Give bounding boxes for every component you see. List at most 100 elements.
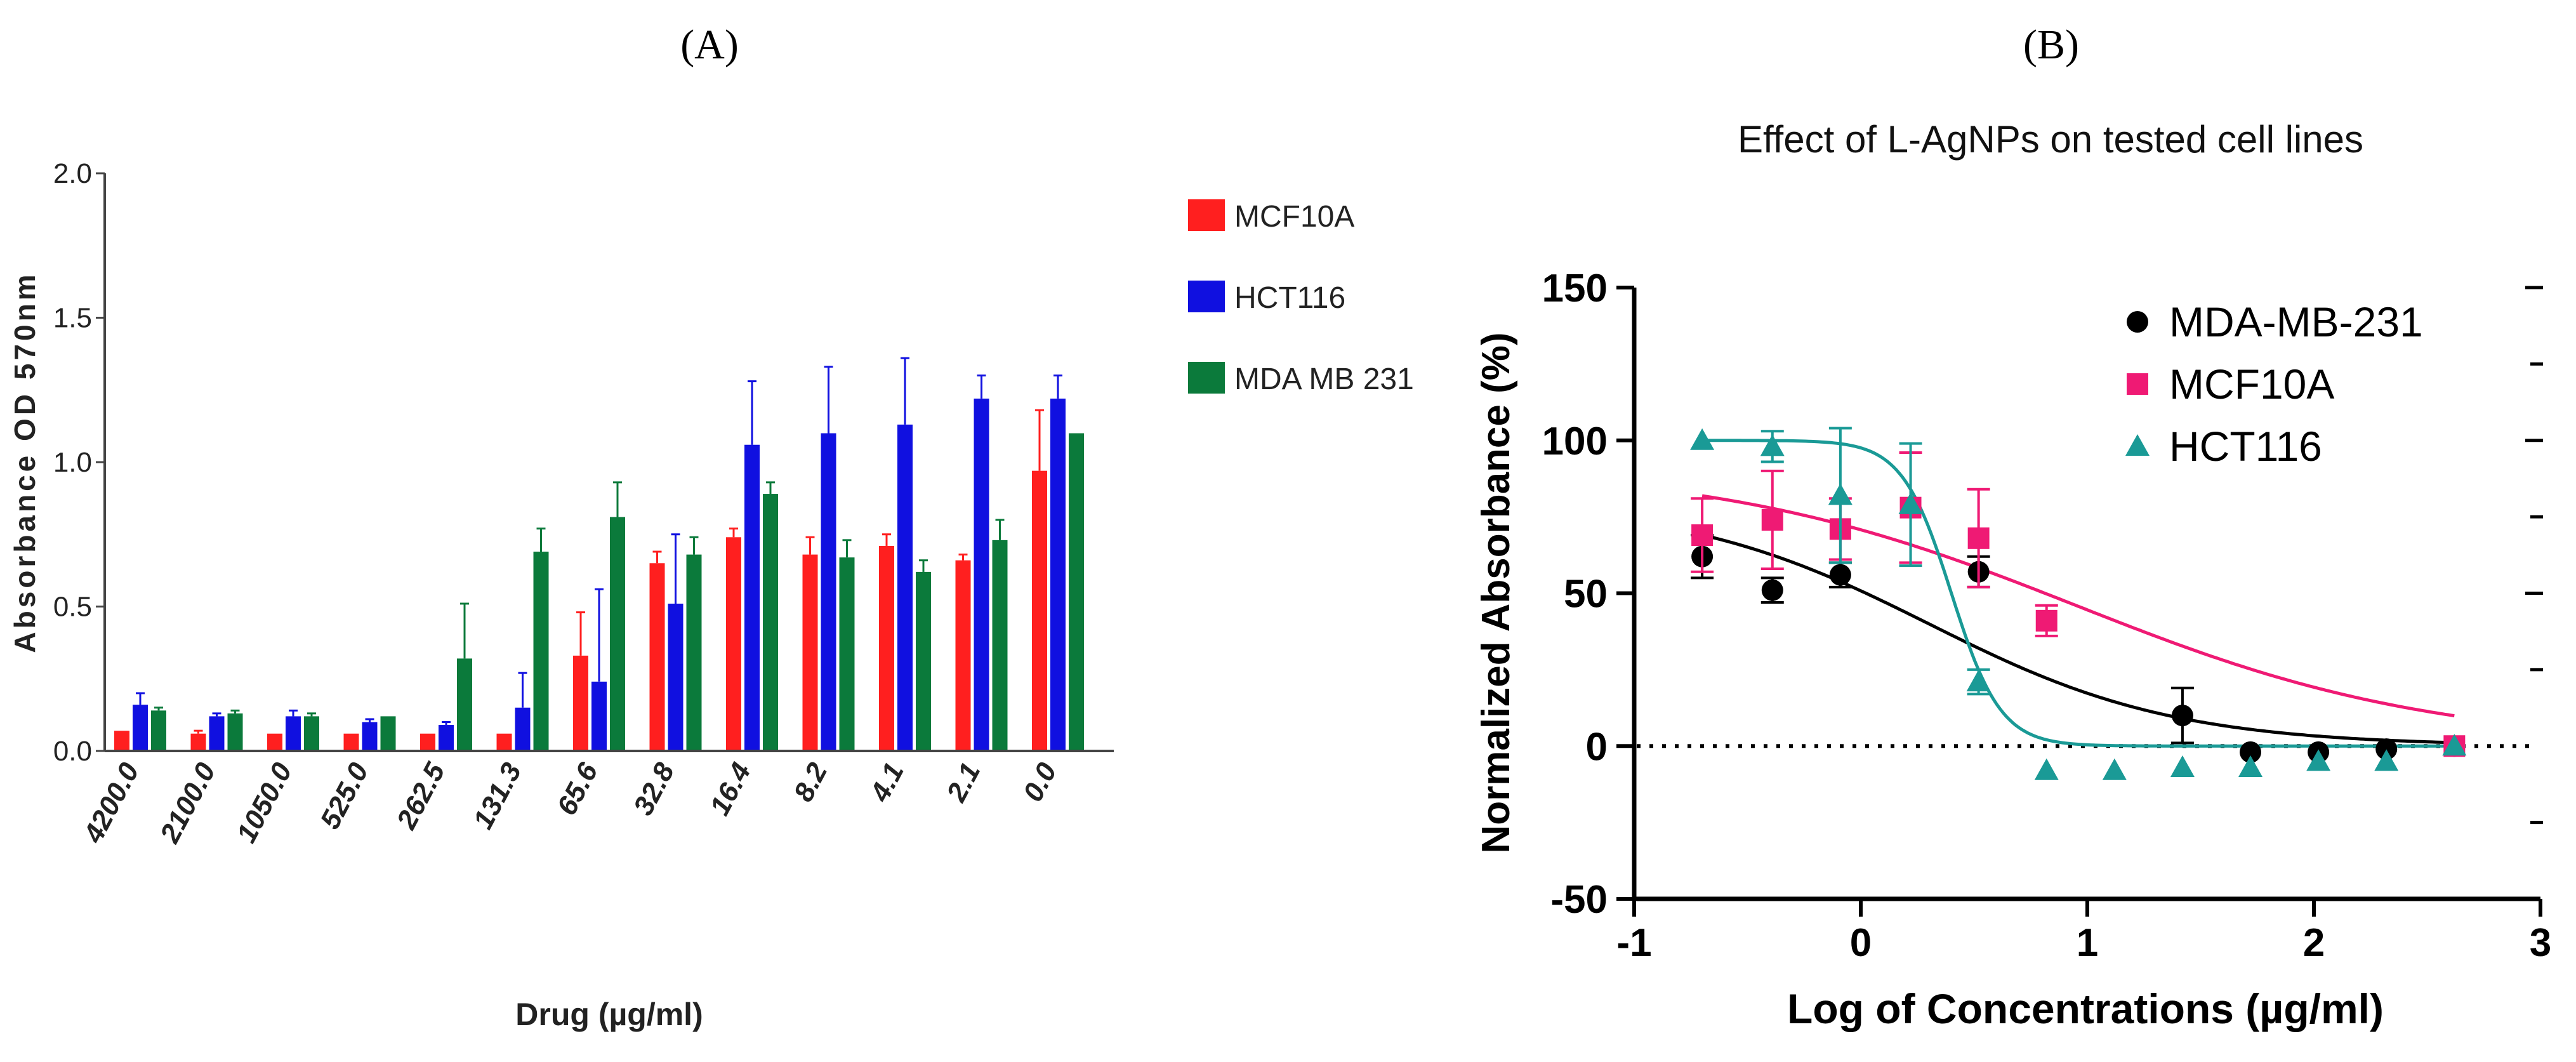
- chart-b: Effect of L-AgNPs on tested cell lines -…: [1474, 118, 2551, 1032]
- chart-b-x-tick-label: -1: [1616, 921, 1651, 965]
- chart-a-x-ticks: 4200.0 2100.0 1050.0 525.0 262.5 131.3 65.6 32.…: [77, 757, 1063, 848]
- chart-b-x-axis-title: Log of Concentrations (µg/ml): [1787, 985, 2384, 1032]
- panel-a-label: (A): [680, 22, 739, 68]
- bar-hct116-4200-0: [133, 705, 148, 751]
- chart-a-x-tick-label: 2.1: [941, 758, 986, 807]
- chart-a-x-tick-label: 4200.0: [77, 757, 145, 848]
- chart-a-x-tick-label: 8.2: [788, 757, 833, 806]
- chart-a-x-tick-label: 4.1: [864, 758, 909, 807]
- chart-a-x-tick-label: 2100.0: [154, 757, 221, 848]
- bar-mda-mb-231-2-1: [992, 540, 1008, 751]
- bar-mcf10a-2-1: [955, 560, 971, 751]
- bar-hct116-2-1: [974, 398, 989, 751]
- bar-mcf10a-131-3: [496, 733, 512, 751]
- chart-a-x-tick-label: 65.6: [551, 757, 604, 820]
- bar-hct116-262-5: [439, 725, 454, 751]
- point-hct116: [1898, 492, 1923, 514]
- point-mcf10a: [2035, 609, 2057, 632]
- chart-b-right-ticks: [2525, 286, 2543, 825]
- chart-a-x-tick-label: 525.0: [314, 757, 374, 834]
- chart-a-y-tick-label: 2.0: [53, 158, 92, 189]
- chart-a-y-tick-label: 0.5: [53, 592, 92, 623]
- bar-mcf10a-4-1: [879, 545, 894, 751]
- chart-b-y-tick-label: 0: [1586, 725, 1608, 769]
- chart-a-legend: MCF10A HCT116 MDA MB 231: [1188, 199, 1414, 396]
- legend-swatch-mda-mb-231: [1188, 362, 1225, 394]
- point-mda-mb-231: [2375, 738, 2398, 760]
- bar-mcf10a-0-0: [1032, 470, 1047, 751]
- bar-mcf10a-8-2: [802, 554, 818, 751]
- point-hct116: [1760, 434, 1785, 456]
- bar-hct116-2100-0: [209, 716, 225, 751]
- bar-mda-mb-231-32-8: [686, 554, 702, 751]
- point-hct116: [1828, 483, 1853, 505]
- point-mcf10a: [1691, 524, 1714, 547]
- chart-b-x-tick-label: 2: [2303, 921, 2325, 965]
- bar-hct116-16-4: [744, 444, 760, 751]
- bar-mda-mb-231-0-0: [1069, 433, 1084, 751]
- bar-mda-mb-231-65-6: [610, 517, 625, 751]
- bar-mda-mb-231-1050-0: [304, 716, 319, 751]
- point-mda-mb-231: [1829, 564, 1851, 586]
- chart-a-x-tick-label: 131.3: [467, 758, 527, 834]
- chart-a-x-tick-label: 16.4: [704, 758, 756, 821]
- point-mda-mb-231: [2240, 741, 2262, 763]
- panel-b-label: (B): [2023, 22, 2079, 68]
- point-hct116: [2102, 758, 2127, 780]
- chart-b-x-tick-label: 0: [1850, 921, 1872, 965]
- bar-mcf10a-32-8: [649, 563, 665, 751]
- bar-mda-mb-231-4-1: [916, 571, 931, 751]
- point-hct116: [2238, 755, 2263, 777]
- chart-b-legend: MDA-MB-231 MCF10A HCT116: [2125, 298, 2423, 470]
- chart-b-x-ticks: -1 0 1 2 3: [1616, 899, 2551, 965]
- point-hct116: [1966, 670, 1991, 692]
- chart-a-y-tick-label: 0.0: [53, 736, 92, 767]
- point-mda-mb-231: [1761, 579, 1783, 601]
- bar-hct116-8-2: [821, 433, 836, 751]
- bar-mda-mb-231-262-5: [457, 658, 472, 751]
- fit-curve-hct116: [1702, 439, 2455, 748]
- point-hct116: [2374, 749, 2399, 771]
- bar-mda-mb-231-2100-0: [227, 713, 243, 751]
- chart-a-x-tick-label: 32.8: [628, 757, 681, 820]
- chart-b-y-tick-label: 100: [1542, 420, 1608, 463]
- chart-a-bars: [114, 357, 1084, 751]
- bar-hct116-32-8: [668, 603, 684, 751]
- chart-b-y-ticks: -50 0 50 100 150: [1542, 267, 1634, 922]
- bar-hct116-1050-0: [286, 716, 301, 751]
- legend-label-mda-mb-231: MDA-MB-231: [2169, 298, 2423, 345]
- legend-marker-hct116: [2125, 434, 2150, 456]
- chart-a-x-tick-label: 1050.0: [230, 757, 298, 847]
- chart-a-y-axis-title: Absorbance OD 570nm: [8, 271, 41, 653]
- bar-mcf10a-262-5: [420, 733, 435, 751]
- legend-label-mda-mb-231: MDA MB 231: [1234, 362, 1414, 396]
- legend-label-hct116: HCT116: [2169, 423, 2322, 470]
- bar-hct116-0-0: [1050, 398, 1066, 751]
- legend-label-mcf10a: MCF10A: [1234, 200, 1354, 234]
- chart-b-y-tick-label: 150: [1542, 267, 1608, 310]
- legend-swatch-hct116: [1188, 281, 1225, 312]
- bar-mda-mb-231-525-0: [380, 716, 396, 751]
- legend-marker-mda-mb-231: [2127, 311, 2148, 333]
- chart-a-y-tick-label: 1.5: [53, 303, 92, 334]
- chart-b-x-tick-label: 1: [2077, 921, 2098, 965]
- chart-a-y-ticks: 0.0 0.5 1.0 1.5 2.0: [53, 158, 105, 767]
- bar-mcf10a-1050-0: [267, 733, 282, 751]
- point-hct116: [2034, 758, 2059, 780]
- point-mcf10a: [1761, 508, 1783, 531]
- point-mcf10a: [1967, 527, 1990, 549]
- bar-mda-mb-231-8-2: [839, 557, 855, 751]
- bar-mcf10a-2100-0: [190, 733, 206, 751]
- point-mda-mb-231: [2171, 705, 2193, 727]
- chart-a-x-tick-label: 262.5: [390, 757, 451, 835]
- chart-b-points: [1690, 427, 2467, 780]
- chart-a: 0.0 0.5 1.0 1.5 2.0 4200.0 2100.0 1050.0 525.0 2…: [8, 158, 1414, 1032]
- legend-label-hct116: HCT116: [1234, 281, 1345, 315]
- chart-a-x-tick-label: 0.0: [1017, 757, 1063, 806]
- chart-a-x-axis-title: Drug (µg/ml): [515, 997, 703, 1032]
- legend-label-mcf10a: MCF10A: [2169, 361, 2334, 408]
- bar-mcf10a-16-4: [726, 537, 741, 751]
- fit-curve-mda-mb-231: [1701, 533, 2455, 745]
- point-hct116: [2170, 755, 2195, 777]
